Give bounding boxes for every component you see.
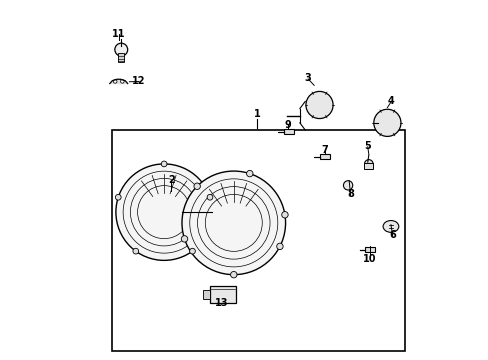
Text: 11: 11 — [112, 28, 125, 39]
Text: 8: 8 — [346, 189, 353, 199]
Circle shape — [116, 164, 212, 260]
Circle shape — [181, 236, 187, 242]
FancyBboxPatch shape — [284, 129, 294, 134]
Circle shape — [207, 194, 212, 200]
Text: 10: 10 — [362, 254, 375, 264]
Circle shape — [115, 194, 121, 200]
Circle shape — [115, 43, 127, 56]
Circle shape — [364, 159, 372, 168]
Text: 6: 6 — [388, 230, 395, 240]
FancyBboxPatch shape — [209, 286, 236, 303]
Circle shape — [161, 161, 166, 167]
Text: 13: 13 — [214, 298, 227, 308]
Circle shape — [182, 171, 285, 275]
Circle shape — [373, 109, 400, 136]
Text: 12: 12 — [132, 76, 145, 86]
Text: 5: 5 — [364, 141, 370, 151]
Text: 3: 3 — [304, 73, 311, 83]
FancyBboxPatch shape — [203, 290, 209, 298]
Text: 7: 7 — [321, 145, 328, 155]
Text: 1: 1 — [253, 109, 260, 119]
Circle shape — [343, 181, 352, 190]
FancyBboxPatch shape — [365, 247, 374, 252]
Text: 4: 4 — [387, 96, 393, 107]
Circle shape — [113, 80, 117, 83]
Circle shape — [305, 91, 332, 118]
Circle shape — [133, 248, 139, 254]
Circle shape — [281, 212, 287, 218]
Text: 9: 9 — [284, 120, 291, 130]
Polygon shape — [110, 79, 127, 84]
Circle shape — [230, 271, 237, 278]
Circle shape — [276, 243, 283, 249]
Circle shape — [189, 248, 195, 254]
Circle shape — [246, 170, 252, 177]
Circle shape — [194, 183, 200, 189]
Ellipse shape — [382, 221, 398, 232]
FancyBboxPatch shape — [319, 154, 329, 159]
Circle shape — [121, 80, 124, 83]
Text: 2: 2 — [167, 175, 174, 185]
FancyBboxPatch shape — [118, 53, 124, 62]
FancyBboxPatch shape — [364, 163, 373, 169]
